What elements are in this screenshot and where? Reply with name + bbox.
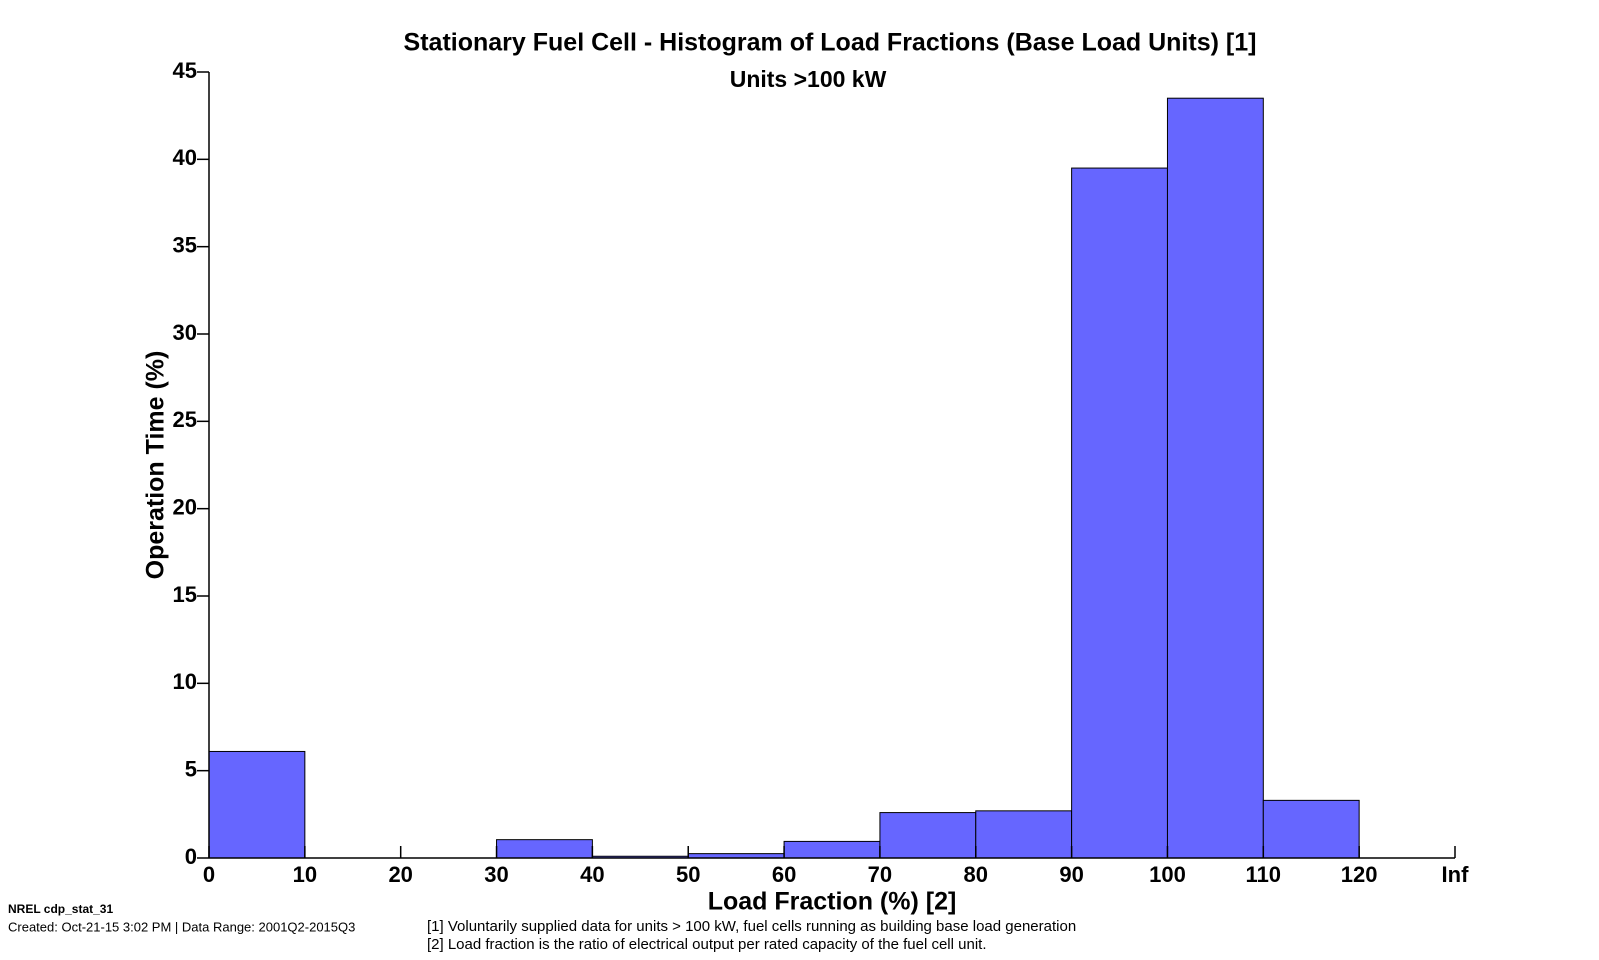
bar <box>1071 167 1168 859</box>
bar <box>975 810 1073 859</box>
footnote: [1] Voluntarily supplied data for units … <box>427 918 1076 935</box>
x-tick-label: 30 <box>484 862 508 887</box>
bar <box>783 840 881 859</box>
x-tick-label: 90 <box>1059 862 1083 887</box>
x-tick-label: 110 <box>1246 862 1282 887</box>
x-tick-label: 100 <box>1149 862 1186 887</box>
x-tick-label: 60 <box>772 862 796 887</box>
bar <box>879 812 977 859</box>
x-tick-label: 70 <box>868 862 892 887</box>
bar <box>1262 799 1360 859</box>
y-tick-label: 0 <box>185 844 197 869</box>
y-tick-label: 20 <box>173 494 197 519</box>
bar <box>208 750 306 859</box>
x-tick-label: 20 <box>388 862 412 887</box>
y-tick-label: 40 <box>173 145 197 170</box>
bar <box>496 839 593 859</box>
y-tick-label: 35 <box>173 232 197 257</box>
x-tick-label: 120 <box>1341 862 1378 887</box>
y-tick-label: 15 <box>173 582 197 607</box>
chart-subtitle: Units >100 kW <box>730 66 887 92</box>
x-tick-label: 50 <box>676 862 700 887</box>
chart-title: Stationary Fuel Cell - Histogram of Load… <box>404 29 1257 57</box>
x-tick-label: 80 <box>964 862 988 887</box>
footnote: [2] Load fraction is the ratio of electr… <box>427 936 986 953</box>
y-axis-label: Operation Time (%) <box>142 351 170 580</box>
x-axis-label: Load Fraction (%) [2] <box>708 888 957 916</box>
footer-id: NREL cdp_stat_31 <box>8 902 113 916</box>
footer-created: Created: Oct-21-15 3:02 PM | Data Range:… <box>8 919 355 934</box>
x-tick-label: 10 <box>293 862 317 887</box>
bar <box>1166 97 1264 859</box>
y-tick-label: 5 <box>185 756 197 781</box>
x-tick-label: 40 <box>580 862 604 887</box>
x-tick-label: Inf <box>1442 862 1470 887</box>
y-tick-label: 45 <box>173 58 197 83</box>
x-tick-label: 0 <box>203 862 215 887</box>
y-tick-label: 25 <box>173 407 197 432</box>
y-tick-label: 30 <box>173 320 197 345</box>
y-tick-label: 10 <box>173 669 197 694</box>
